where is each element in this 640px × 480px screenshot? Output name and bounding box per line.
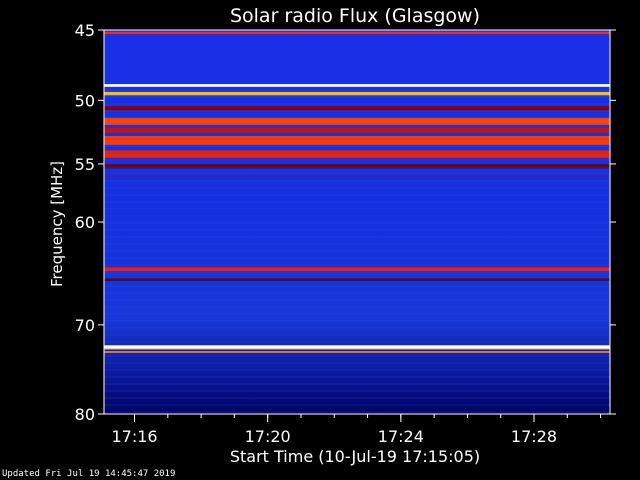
frequency-band-2 — [104, 91, 610, 96]
y-tick-label: 45 — [75, 21, 95, 40]
y-tick-label: 60 — [75, 213, 95, 232]
frequency-band-12 — [104, 345, 610, 350]
y-tick-label: 80 — [75, 405, 95, 424]
frequency-band-6 — [104, 136, 610, 145]
frequency-band-9 — [104, 174, 610, 178]
plot-area — [104, 30, 610, 414]
y-axis: 45 50 55 60 70 80 — [75, 21, 616, 424]
frequency-band-4 — [104, 117, 610, 125]
frequency-band-7 — [104, 150, 610, 158]
x-axis-label: Start Time (10-Jul-19 17:15:05) — [230, 447, 480, 466]
frequency-band-3 — [104, 106, 610, 111]
frequency-band-11 — [104, 278, 610, 281]
y-axis-label: Frequency [MHz] — [48, 161, 66, 287]
x-tick-label: 17:20 — [245, 427, 291, 446]
frequency-band-5 — [104, 127, 610, 133]
y-tick-label: 55 — [75, 155, 95, 174]
frequency-band-13 — [104, 351, 610, 353]
y-tick-label: 50 — [75, 91, 95, 110]
frequency-band-10 — [104, 267, 610, 272]
x-tick-label: 17:28 — [511, 427, 557, 446]
y-tick-label: 70 — [75, 316, 95, 335]
x-tick-label: 17:16 — [111, 427, 157, 446]
x-tick-label: 17:24 — [378, 427, 424, 446]
chart-title: Solar radio Flux (Glasgow) — [230, 5, 480, 27]
frequency-band-1 — [104, 84, 610, 87]
updated-timestamp: Updated Fri Jul 19 14:45:47 2019 — [2, 469, 176, 479]
frequency-band-8 — [104, 164, 610, 169]
x-axis: 17:16 17:20 17:24 17:28 — [111, 414, 602, 446]
frequency-band-0 — [104, 31, 610, 35]
